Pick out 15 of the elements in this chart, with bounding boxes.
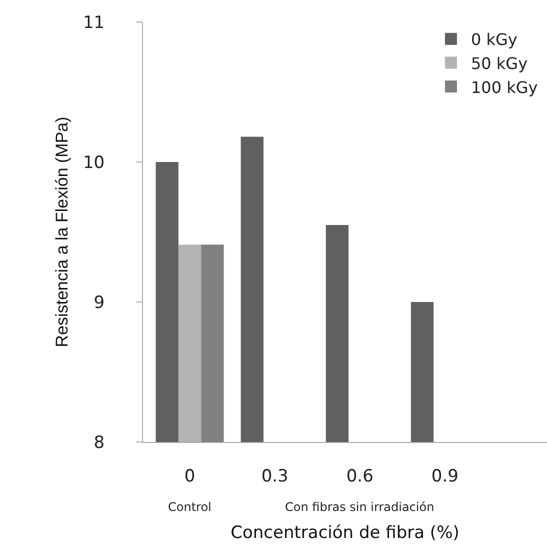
x-tick-label: 0.9 — [431, 466, 458, 486]
text: Con fibras sin irradiación — [285, 500, 434, 514]
x-tick-label: 0 — [184, 466, 196, 486]
y-axis-title: Resistencia a la Flexión (MPa) — [52, 116, 72, 348]
y-tick-label: 10 — [82, 152, 105, 173]
legend-label: 50 kGy — [470, 54, 528, 73]
y-tick-label: 9 — [94, 292, 105, 313]
x-tick-label: 0.3 — [261, 466, 288, 486]
legend-label: 100 kGy — [470, 78, 538, 97]
legend-label: 0 kGy — [470, 30, 518, 50]
y-tick-label: 8 — [94, 432, 105, 453]
text: Control — [168, 500, 212, 514]
x-tick-label: 0.6 — [346, 466, 374, 486]
y-tick-label: 11 — [82, 12, 105, 33]
x-axis-title: Concentración de fibra (%) — [230, 522, 460, 543]
